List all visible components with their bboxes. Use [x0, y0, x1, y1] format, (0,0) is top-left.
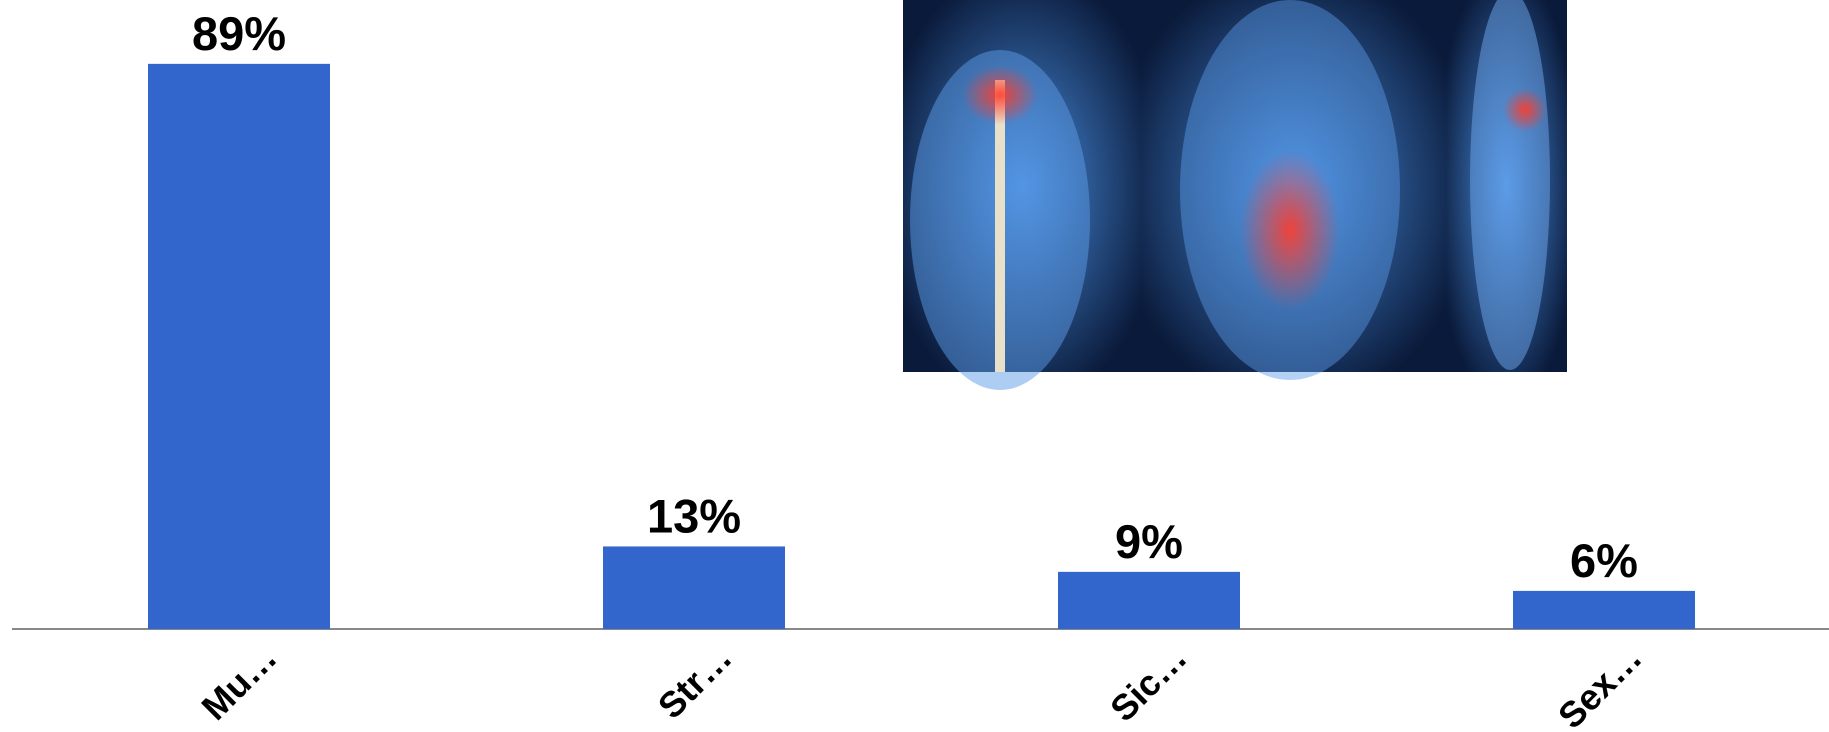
- value-label: 89%: [192, 7, 286, 60]
- bar: [603, 546, 785, 629]
- x-tick-label: Sex…: [1550, 637, 1650, 732]
- value-label: 13%: [647, 489, 741, 542]
- value-label: 6%: [1570, 534, 1638, 587]
- x-tick-label: Str…: [650, 637, 740, 727]
- x-tick-label: Sic…: [1102, 637, 1195, 730]
- bar: [1058, 571, 1240, 629]
- illustration: [903, 0, 1567, 390]
- bar: [1513, 590, 1695, 629]
- value-label: 9%: [1115, 515, 1183, 568]
- bar: [148, 63, 330, 630]
- x-tick-label: Mu…: [193, 637, 284, 728]
